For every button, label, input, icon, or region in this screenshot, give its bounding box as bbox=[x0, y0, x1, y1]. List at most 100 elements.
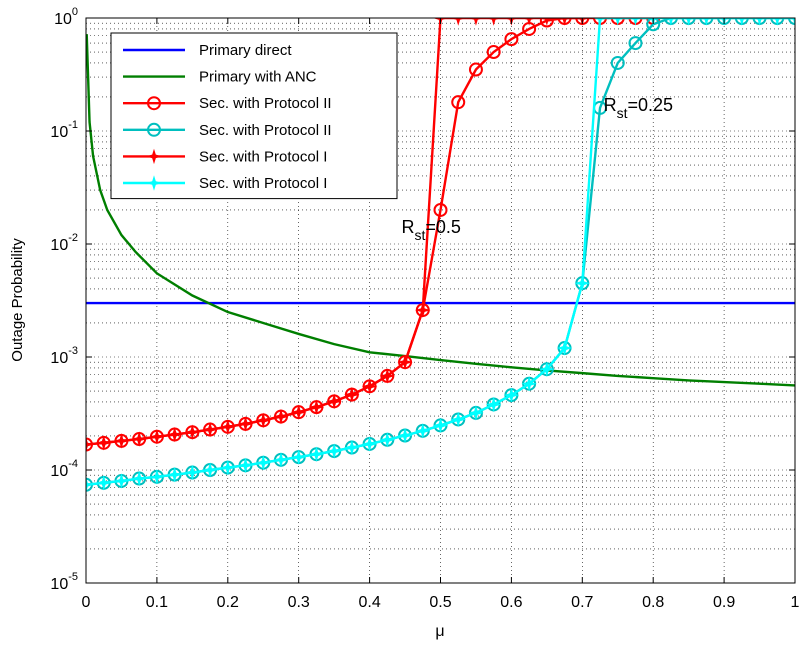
data-point-star bbox=[539, 18, 555, 26]
data-point-star bbox=[610, 18, 626, 26]
legend-entry-label: Primary direct bbox=[199, 42, 292, 59]
data-point-star bbox=[592, 18, 608, 26]
data-point-star bbox=[734, 18, 750, 26]
data-point-star bbox=[220, 419, 236, 435]
data-point-star bbox=[574, 275, 590, 291]
y-tick-label: 10-1 bbox=[50, 119, 78, 141]
x-tick-label: 0.6 bbox=[500, 594, 522, 611]
data-point-star bbox=[291, 449, 307, 465]
data-point-star bbox=[397, 354, 413, 370]
x-tick-label: 0.7 bbox=[571, 594, 593, 611]
x-tick-label: 0.2 bbox=[217, 594, 239, 611]
data-point-circle bbox=[504, 32, 519, 47]
data-point-star bbox=[663, 18, 679, 26]
data-point-star bbox=[468, 18, 484, 26]
data-point-star bbox=[361, 436, 378, 452]
data-point-star bbox=[291, 404, 307, 420]
y-tick-label: 10-3 bbox=[50, 345, 78, 367]
data-point-star bbox=[379, 368, 396, 384]
data-point-star bbox=[86, 436, 94, 453]
data-point-circle bbox=[147, 122, 161, 137]
data-point-star bbox=[166, 466, 183, 483]
legend-box bbox=[110, 32, 398, 200]
data-point-star bbox=[556, 340, 573, 356]
data-point-star bbox=[344, 386, 360, 403]
data-point-star bbox=[96, 435, 112, 451]
x-tick-label: 0.8 bbox=[642, 594, 664, 611]
data-point-circle bbox=[539, 18, 554, 28]
data-point-star bbox=[184, 424, 201, 440]
y-tick-label: 10-2 bbox=[50, 232, 78, 254]
data-point-star bbox=[450, 18, 466, 26]
y-axis-label: Outage Probability bbox=[9, 238, 26, 362]
series-4 bbox=[86, 18, 591, 453]
legend-entry-label: Sec. with Protocol I bbox=[199, 148, 327, 165]
series-layer bbox=[86, 18, 795, 493]
data-point-star bbox=[273, 408, 289, 425]
data-point-star bbox=[415, 302, 431, 318]
data-point-star bbox=[344, 439, 360, 456]
data-point-star bbox=[237, 457, 254, 474]
data-point-star bbox=[255, 455, 271, 471]
data-point-circle bbox=[610, 55, 625, 70]
data-point-circle bbox=[486, 45, 501, 60]
data-point-star bbox=[432, 417, 449, 434]
data-point-circle bbox=[433, 202, 448, 217]
legend-entry-label: Sec. with Protocol II bbox=[199, 122, 332, 139]
series-1 bbox=[86, 34, 795, 387]
x-tick-label: 0.3 bbox=[288, 594, 310, 611]
annotation-label: Rst=0.5 bbox=[402, 217, 461, 243]
data-point-star bbox=[415, 423, 431, 439]
legend-entry-label: Sec. with Protocol I bbox=[199, 175, 327, 192]
data-point-star bbox=[237, 416, 254, 432]
data-point-star bbox=[379, 432, 396, 448]
x-tick-label: 1 bbox=[791, 594, 800, 611]
data-point-star bbox=[308, 399, 325, 415]
data-point-star bbox=[539, 361, 555, 377]
data-point-star bbox=[769, 18, 785, 26]
annotation-label: Rst=0.25 bbox=[604, 95, 673, 121]
data-point-star bbox=[698, 18, 715, 26]
series-5 bbox=[86, 18, 795, 493]
y-tick-label: 10-4 bbox=[50, 458, 78, 480]
data-point-star bbox=[787, 18, 795, 26]
x-axis-label: μ bbox=[435, 623, 444, 640]
data-point-star bbox=[149, 429, 165, 445]
data-point-star bbox=[326, 443, 342, 459]
data-point-star bbox=[751, 18, 768, 26]
data-point-circle bbox=[468, 62, 483, 77]
data-point-star bbox=[485, 396, 502, 413]
annotations: Rst=0.5 Rst=0.25 bbox=[402, 95, 674, 243]
data-point-star bbox=[149, 469, 165, 485]
data-point-star bbox=[521, 18, 537, 26]
data-point-star bbox=[131, 470, 147, 487]
data-point-star bbox=[397, 427, 413, 444]
data-point-circle bbox=[628, 36, 643, 51]
data-point-star bbox=[202, 462, 218, 478]
series-line bbox=[86, 34, 795, 387]
x-tick-label: 0.9 bbox=[713, 594, 735, 611]
data-point-star bbox=[503, 387, 520, 403]
data-point-star bbox=[131, 431, 147, 447]
data-point-star bbox=[146, 148, 162, 165]
data-point-star bbox=[184, 464, 201, 481]
data-point-star bbox=[326, 393, 342, 410]
data-point-star bbox=[468, 405, 484, 421]
data-point-star bbox=[521, 376, 537, 392]
legend: Primary direct Primary with ANC Sec. with … bbox=[110, 32, 398, 200]
data-point-star bbox=[273, 452, 289, 468]
y-tick-label: 100 bbox=[54, 6, 78, 28]
data-point-star bbox=[113, 473, 130, 489]
x-tick-label: 0.4 bbox=[358, 594, 380, 611]
data-point-star bbox=[166, 426, 183, 443]
legend-entry-label: Primary with ANC bbox=[199, 69, 317, 86]
data-point-star bbox=[202, 421, 218, 438]
x-tick-label: 0.1 bbox=[146, 594, 168, 611]
data-point-star bbox=[220, 459, 236, 476]
data-point-circle bbox=[451, 95, 466, 110]
legend-entry-label: Sec. with Protocol II bbox=[199, 95, 332, 112]
data-point-star bbox=[556, 18, 573, 26]
data-point-star bbox=[255, 412, 271, 429]
axis-ticks: 0 0.1 0.2 0.3 0.4 0.5 0.6 0.7 0.8 0.9 1 10-5 10-4 10-… bbox=[50, 6, 799, 611]
